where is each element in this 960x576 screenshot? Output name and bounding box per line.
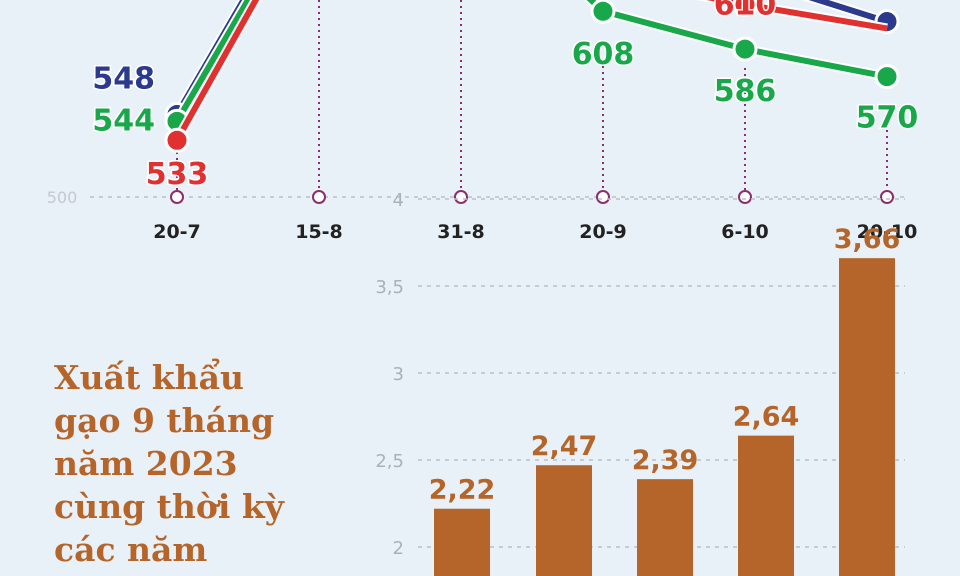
bar-chart: 2 2,5 3 3,5 4 2,22 2,47 2,39 2,64 3,66 bbox=[375, 190, 905, 576]
bar-chart-title: Xuất khẩu gạo 9 tháng năm 2023 cùng thời… bbox=[54, 356, 384, 571]
x-tick-label: 20-7 bbox=[153, 221, 201, 243]
data-label: 533 bbox=[146, 157, 209, 192]
title-line-3: năm 2023 bbox=[54, 444, 238, 483]
bar-y-tick-label: 2,5 bbox=[375, 451, 404, 472]
bar-value-label: 2,22 bbox=[429, 475, 496, 506]
guide-marker bbox=[596, 190, 610, 204]
bar-y-tick-label: 3 bbox=[393, 364, 404, 385]
series-line bbox=[174, 0, 888, 142]
guide-marker bbox=[738, 190, 752, 204]
series-line-outline bbox=[172, 0, 888, 124]
series-line-outline bbox=[172, 0, 888, 143]
bar-y-tick-label: 4 bbox=[393, 190, 404, 211]
data-label: 570 bbox=[856, 101, 919, 136]
title-line-5: các năm bbox=[54, 530, 208, 569]
series-point bbox=[164, 127, 190, 153]
bar bbox=[738, 435, 794, 576]
bar-value-label: 2,47 bbox=[531, 431, 598, 462]
bar bbox=[434, 508, 490, 576]
data-label: 618 bbox=[572, 0, 635, 4]
series-line bbox=[174, 0, 888, 123]
bar-value-label: 2,39 bbox=[632, 445, 699, 476]
data-label: 586 bbox=[714, 74, 777, 109]
bar-value-label: 2,64 bbox=[733, 402, 800, 433]
series-point bbox=[732, 36, 758, 62]
guide-marker bbox=[454, 190, 468, 204]
bar-y-tick-label: 2 bbox=[393, 538, 404, 559]
bar bbox=[536, 465, 592, 576]
title-line-4: cùng thời kỳ bbox=[54, 487, 284, 526]
guide-marker bbox=[312, 190, 326, 204]
data-label: 544 bbox=[92, 103, 155, 138]
data-label: 608 bbox=[572, 37, 635, 72]
x-tick-label: 15-8 bbox=[295, 221, 343, 243]
series-point bbox=[874, 64, 900, 90]
title-line-1: Xuất khẩu bbox=[54, 358, 244, 397]
x-tick-label: 20-9 bbox=[579, 221, 627, 243]
guide-marker bbox=[880, 190, 894, 204]
title-line-2: gạo 9 tháng bbox=[54, 401, 275, 440]
y-tick-label: 500 bbox=[47, 188, 78, 207]
bar-value-label: 3,66 bbox=[834, 224, 901, 255]
series-point bbox=[732, 0, 758, 17]
series-point bbox=[590, 0, 616, 24]
x-tick-label: 20-10 bbox=[857, 221, 918, 243]
bar bbox=[839, 258, 895, 576]
data-label: 610 bbox=[714, 0, 777, 22]
bar bbox=[637, 479, 693, 576]
bar-y-tick-label: 3,5 bbox=[375, 277, 404, 298]
x-tick-label: 6-10 bbox=[721, 221, 769, 243]
x-tick-label: 31-8 bbox=[437, 221, 485, 243]
line-chart: 50020-715-831-820-96-1020-10548544638608… bbox=[47, 0, 920, 243]
data-label: 548 bbox=[92, 61, 155, 96]
guide-marker bbox=[170, 190, 184, 204]
